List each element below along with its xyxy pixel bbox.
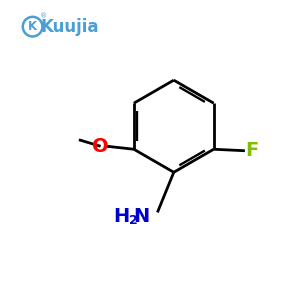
Text: 2: 2	[129, 214, 138, 227]
Text: F: F	[245, 141, 258, 160]
Text: O: O	[92, 137, 109, 156]
Text: H: H	[113, 207, 129, 226]
Text: K: K	[28, 20, 37, 33]
Text: Kuujia: Kuujia	[40, 18, 99, 36]
Text: N: N	[133, 207, 149, 226]
Text: ®: ®	[40, 13, 47, 19]
